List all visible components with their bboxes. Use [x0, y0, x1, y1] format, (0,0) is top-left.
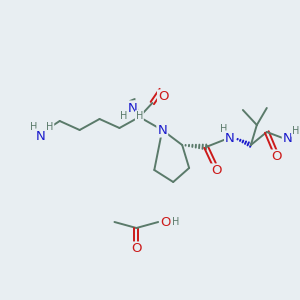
- Text: O: O: [158, 91, 169, 103]
- Text: H: H: [120, 111, 127, 121]
- Text: O: O: [272, 151, 282, 164]
- Text: O: O: [211, 164, 221, 178]
- Text: N: N: [283, 131, 292, 145]
- Text: N: N: [128, 101, 137, 115]
- Text: H: H: [220, 124, 228, 134]
- Text: N: N: [36, 130, 46, 142]
- Text: O: O: [160, 215, 170, 229]
- Text: N: N: [158, 124, 167, 136]
- Text: H: H: [46, 122, 53, 132]
- Text: H: H: [30, 122, 38, 132]
- Text: N: N: [225, 131, 235, 145]
- Text: O: O: [131, 242, 142, 256]
- Text: H: H: [136, 111, 143, 121]
- Text: H: H: [292, 126, 299, 136]
- Text: H: H: [172, 217, 179, 227]
